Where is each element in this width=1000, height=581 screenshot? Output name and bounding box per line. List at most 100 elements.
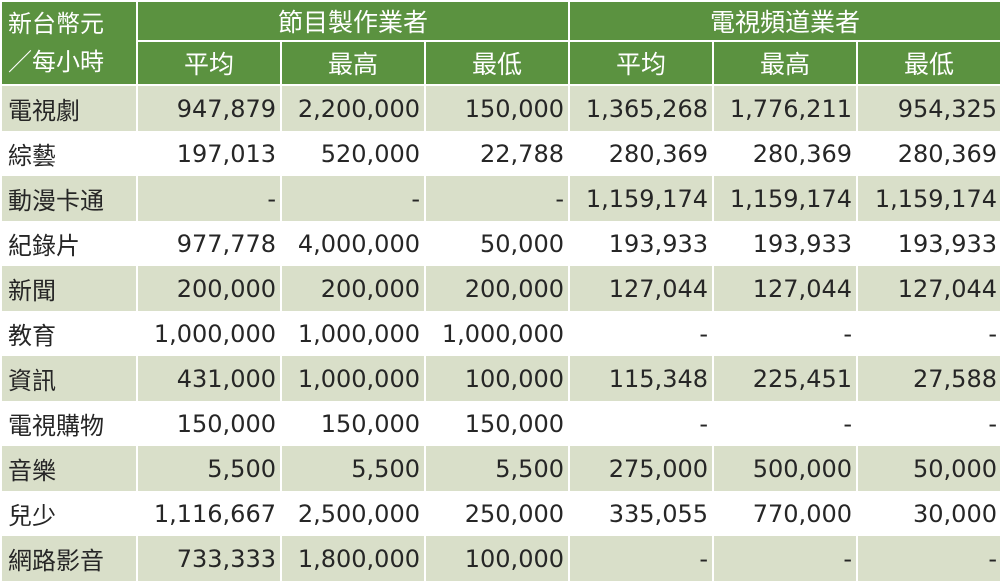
cell-value: 50,000 [856,446,1000,491]
cell-value: 431,000 [136,356,281,401]
cell-value: 1,776,211 [712,85,857,131]
cell-value: 150,000 [424,85,569,131]
cell-value: 1,000,000 [280,311,425,356]
table-row: 電視劇 947,879 2,200,000 150,000 1,365,268 … [0,85,1000,131]
group-header-channels: 電視頻道業者 [568,0,1000,42]
row-category: 綜藝 [0,131,137,176]
table-row: 綜藝 197,013 520,000 22,788 280,369 280,36… [0,131,1000,176]
row-category: 網路影音 [0,536,137,581]
cell-value: 193,933 [568,221,713,266]
cell-value: 150,000 [136,401,281,446]
cell-value: 1,800,000 [280,536,425,581]
row-category: 教育 [0,311,137,356]
cell-value: 2,200,000 [280,85,425,131]
cell-value: 50,000 [424,221,569,266]
cell-value: - [856,311,1000,356]
cell-value: 280,369 [856,131,1000,176]
cell-value: 225,451 [712,356,857,401]
cell-value: 733,333 [136,536,281,581]
cell-value: 1,116,667 [136,491,281,536]
table-row: 音樂 5,500 5,500 5,500 275,000 500,000 50,… [0,446,1000,491]
row-category: 紀錄片 [0,221,137,266]
cell-value: - [712,536,857,581]
cell-value: 275,000 [568,446,713,491]
cell-value: 127,044 [568,266,713,311]
cell-value: 30,000 [856,491,1000,536]
cell-value: 250,000 [424,491,569,536]
table-row: 教育 1,000,000 1,000,000 1,000,000 - - - [0,311,1000,356]
cell-value: 1,000,000 [136,311,281,356]
cell-value: 335,055 [568,491,713,536]
cell-value: - [856,536,1000,581]
cell-value: 770,000 [712,491,857,536]
cell-value: 280,369 [568,131,713,176]
cell-value: 954,325 [856,85,1000,131]
row-category: 新聞 [0,266,137,311]
cell-value: 27,588 [856,356,1000,401]
row-category: 動漫卡通 [0,176,137,221]
cell-value: - [424,176,569,221]
table-row: 新聞 200,000 200,000 200,000 127,044 127,0… [0,266,1000,311]
cell-value: - [568,401,713,446]
unit-header: 新台幣元 ／每小時 [0,0,138,86]
cell-value: 127,044 [856,266,1000,311]
cell-value: 1,365,268 [568,85,713,131]
cell-value: 100,000 [424,536,569,581]
cell-value: 22,788 [424,131,569,176]
cell-value: 947,879 [136,85,281,131]
row-category: 電視購物 [0,401,137,446]
cell-value: 1,159,174 [568,176,713,221]
cell-value: - [712,311,857,356]
table-row: 電視購物 150,000 150,000 150,000 - - - [0,401,1000,446]
row-category: 兒少 [0,491,137,536]
cell-value: - [280,176,425,221]
subheader-min: 最低 [424,40,570,86]
subheader-min: 最低 [856,40,1000,86]
cell-value: 200,000 [424,266,569,311]
table-row: 動漫卡通 - - - 1,159,174 1,159,174 1,159,174 [0,176,1000,221]
cell-value: 520,000 [280,131,425,176]
cell-value: - [712,401,857,446]
cell-value: 5,500 [136,446,281,491]
cell-value: - [568,311,713,356]
unit-header-line1: 新台幣元 [8,10,104,38]
group-header-producers: 節目製作業者 [136,0,570,42]
cell-value: 150,000 [280,401,425,446]
cell-value: 200,000 [280,266,425,311]
cell-value: - [568,536,713,581]
table-row: 兒少 1,116,667 2,500,000 250,000 335,055 7… [0,491,1000,536]
cell-value: 1,159,174 [856,176,1000,221]
cell-value: 150,000 [424,401,569,446]
cell-value: - [856,401,1000,446]
cell-value: 1,000,000 [280,356,425,401]
cell-value: 100,000 [424,356,569,401]
table-row: 紀錄片 977,778 4,000,000 50,000 193,933 193… [0,221,1000,266]
cell-value: 115,348 [568,356,713,401]
cell-value: 2,500,000 [280,491,425,536]
subheader-average: 平均 [568,40,714,86]
cell-value: 193,933 [856,221,1000,266]
cell-value: 5,500 [424,446,569,491]
subheader-max: 最高 [712,40,858,86]
subheader-max: 最高 [280,40,426,86]
cell-value: 193,933 [712,221,857,266]
cell-value: 1,159,174 [712,176,857,221]
cell-value: - [136,176,281,221]
cell-value: 127,044 [712,266,857,311]
subheader-average: 平均 [136,40,282,86]
cell-value: 500,000 [712,446,857,491]
cell-value: 1,000,000 [424,311,569,356]
row-category: 資訊 [0,356,137,401]
cell-value: 200,000 [136,266,281,311]
cell-value: 197,013 [136,131,281,176]
cell-value: 280,369 [712,131,857,176]
cell-value: 977,778 [136,221,281,266]
table-row: 資訊 431,000 1,000,000 100,000 115,348 225… [0,356,1000,401]
row-category: 音樂 [0,446,137,491]
row-category: 電視劇 [0,85,137,131]
cell-value: 5,500 [280,446,425,491]
unit-header-line2: ／每小時 [8,48,104,76]
table-row: 網路影音 733,333 1,800,000 100,000 - - - [0,536,1000,581]
cell-value: 4,000,000 [280,221,425,266]
